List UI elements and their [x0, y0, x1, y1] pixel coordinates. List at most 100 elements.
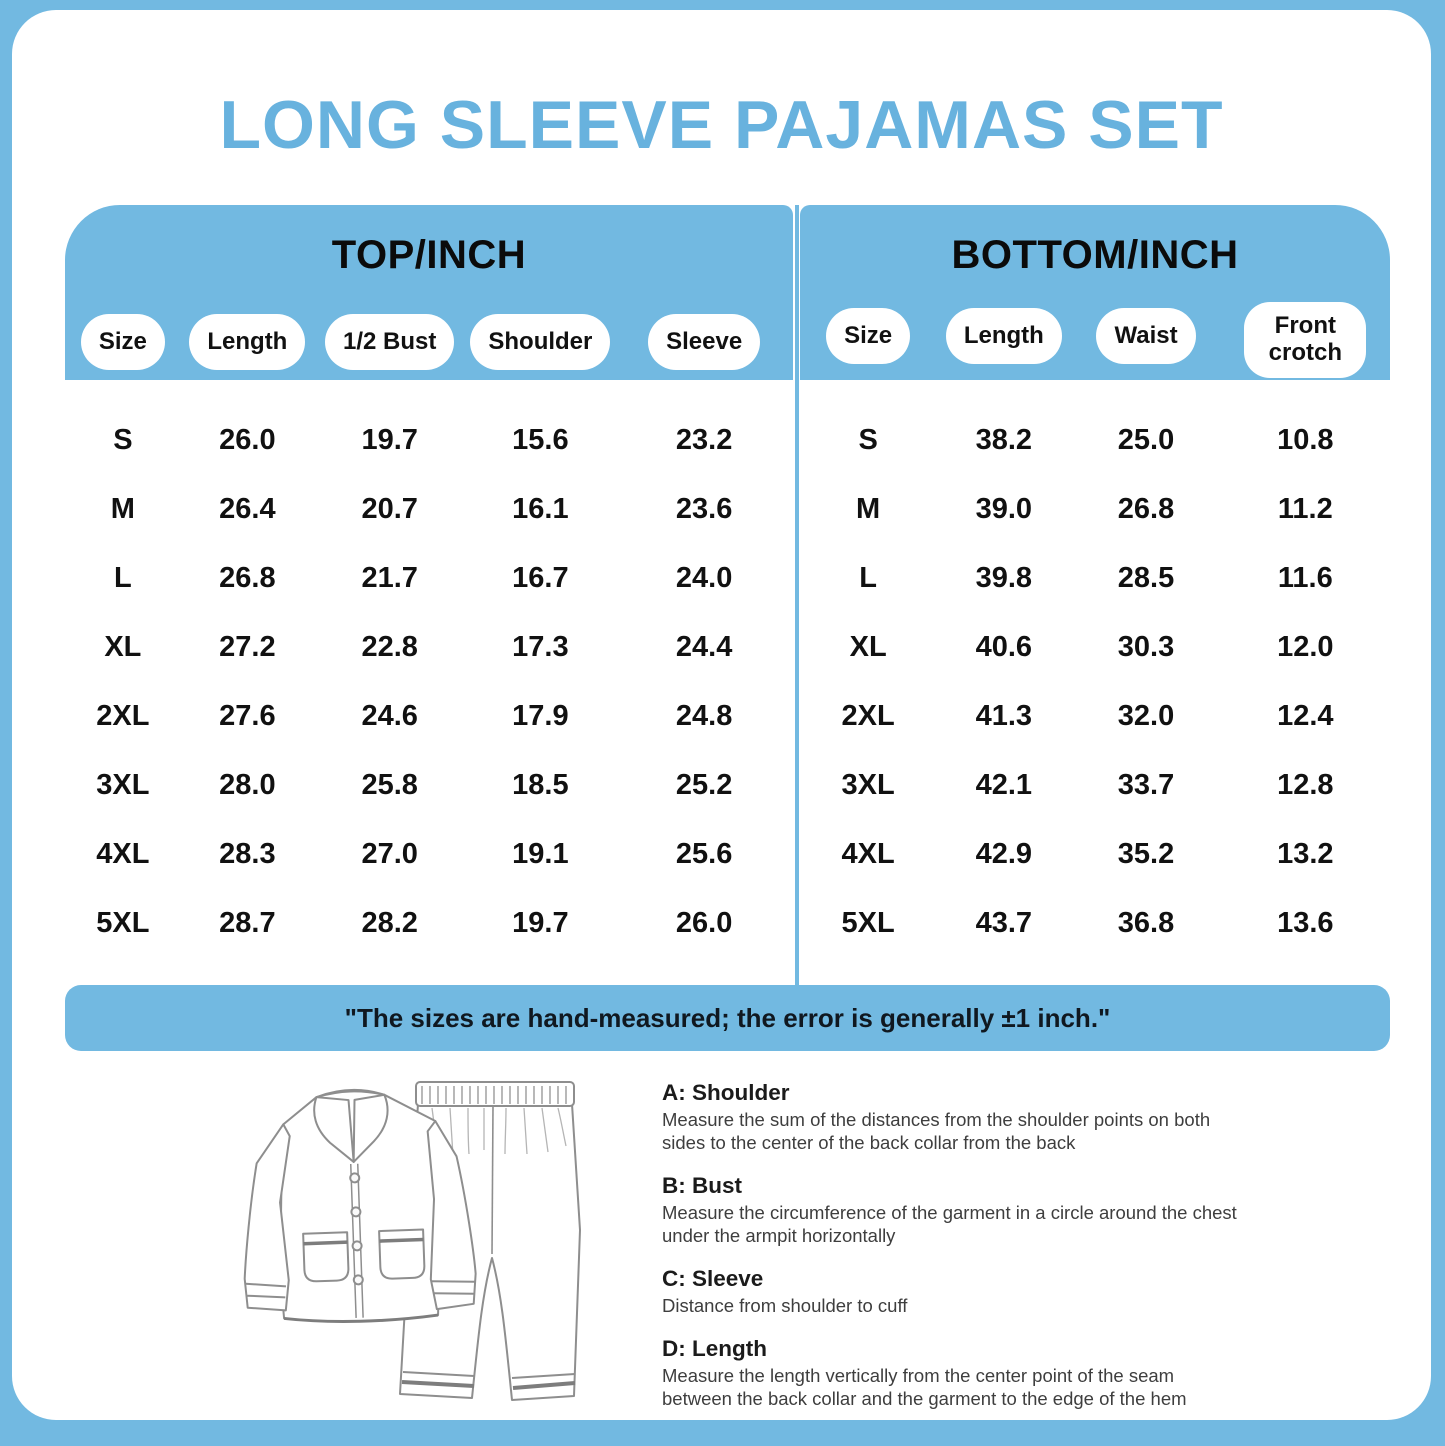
- measurement-value: 27.2: [219, 631, 276, 663]
- column-pill-shoulder: Shoulder: [470, 314, 611, 370]
- measurement-value: 21.7: [361, 562, 418, 594]
- guide-heading: A: Shoulder: [662, 1080, 790, 1105]
- column-pill-length: Length: [945, 308, 1062, 364]
- size-label: L: [859, 562, 877, 594]
- column-pill-length: Length: [189, 314, 306, 370]
- size-chart-canvas: LONG SLEEVE PAJAMAS SET TOP/INCH Size Le…: [12, 10, 1431, 1420]
- measurement-value: 25.2: [675, 769, 733, 801]
- size-label: S: [858, 424, 878, 456]
- measurement-value: 18.5: [512, 769, 569, 801]
- measurement-value: 28.2: [361, 907, 418, 939]
- size-label: M: [856, 493, 881, 525]
- column-pill-waist: Waist: [1096, 308, 1196, 364]
- measurement-value: 39.0: [975, 493, 1033, 525]
- measurement-value: 38.2: [975, 424, 1033, 456]
- measurement-value: 43.7: [975, 907, 1033, 939]
- measurement-value: 17.3: [512, 631, 569, 663]
- table-row: XL 27.2 22.8 17.3 24.4: [65, 613, 793, 682]
- measurement-value: 33.7: [1117, 769, 1175, 801]
- size-label: S: [113, 424, 133, 456]
- table-row: S 38.2 25.0 10.8: [800, 406, 1390, 475]
- page-title: LONG SLEEVE PAJAMAS SET: [219, 87, 1224, 163]
- size-label: 3XL: [96, 769, 150, 801]
- size-label: 5XL: [96, 907, 150, 939]
- guide-item-shoulder: A: Shoulder Measure the sum of the dista…: [662, 1080, 1237, 1155]
- bottom-table-header: BOTTOM/INCH Size Length Waist Front crot…: [800, 205, 1390, 380]
- guide-heading: C: Sleeve: [662, 1265, 764, 1291]
- measurement-value: 26.8: [1117, 493, 1175, 525]
- table-row: L 26.8 21.7 16.7 24.0: [65, 544, 793, 613]
- measurement-value: 32.0: [1117, 700, 1175, 732]
- measurement-value: 15.6: [512, 424, 569, 456]
- table-row: XL 40.6 30.3 12.0: [800, 613, 1390, 682]
- measurement-value: 19.7: [512, 907, 569, 939]
- table-row: M 39.0 26.8 11.2: [800, 475, 1390, 544]
- measurement-value: 40.6: [975, 631, 1033, 663]
- guide-item-bust: B: Bust Measure the circumference of the…: [662, 1173, 1237, 1248]
- measurement-value: 17.9: [512, 700, 569, 732]
- measurement-value: 42.9: [975, 838, 1033, 870]
- measurement-value: 30.3: [1117, 631, 1175, 663]
- table-row: M 26.4 20.7 16.1 23.6: [65, 475, 793, 544]
- measurement-value: 11.2: [1277, 493, 1333, 525]
- measurement-value: 13.6: [1277, 907, 1334, 939]
- table-row: 2XL 27.6 24.6 17.9 24.8: [65, 682, 793, 751]
- measurement-value: 22.8: [361, 631, 418, 663]
- measurement-value: 16.7: [512, 562, 569, 594]
- measurement-value: 26.4: [219, 493, 276, 525]
- measurement-value: 13.2: [1277, 838, 1334, 870]
- note-banner: "The sizes are hand-measured; the error …: [65, 985, 1390, 1051]
- measurement-value: 12.0: [1277, 631, 1334, 663]
- size-label: 5XL: [841, 907, 895, 939]
- column-pill-front-crotch: Front crotch: [1244, 302, 1367, 378]
- measurement-value: 26.8: [219, 562, 276, 594]
- measurement-value: 26.0: [675, 907, 733, 939]
- table-row: 5XL 43.7 36.8 13.6: [800, 889, 1390, 958]
- measurement-value: 19.7: [361, 424, 418, 456]
- size-label: 4XL: [841, 838, 895, 870]
- measurement-value: 16.1: [512, 493, 569, 525]
- measurement-value: 28.5: [1117, 562, 1175, 594]
- bottom-table-title: BOTTOM/INCH: [951, 233, 1239, 277]
- column-pill-size: Size: [80, 314, 165, 370]
- measurement-value: 36.8: [1117, 907, 1175, 939]
- measurement-value: 25.6: [675, 838, 733, 870]
- column-pill-sleeve: Sleeve: [648, 314, 761, 370]
- column-pill-size: Size: [826, 308, 911, 364]
- measurement-value: 28.0: [219, 769, 276, 801]
- top-table-body: S 26.0 19.7 15.6 23.2 M 26.4 20.7 16.1 23.6 L 26.8 2…: [65, 380, 793, 958]
- table-row: 3XL 42.1 33.7 12.8: [800, 751, 1390, 820]
- measurement-value: 10.8: [1277, 424, 1334, 456]
- measurement-value: 41.3: [975, 700, 1033, 732]
- table-row: L 39.8 28.5 11.6: [800, 544, 1390, 613]
- top-table-header: TOP/INCH Size Length 1/2 Bust Shoulder S…: [65, 205, 793, 380]
- measurement-value: 35.2: [1117, 838, 1175, 870]
- measurement-value: 24.6: [361, 700, 418, 732]
- guide-body: Distance from shoulder to cuff: [662, 1294, 908, 1316]
- measurement-value: 28.7: [219, 907, 276, 939]
- size-label: 4XL: [96, 838, 150, 870]
- measurement-guide: A: Shoulder Measure the sum of the dista…: [662, 1080, 1237, 1429]
- measurement-value: 24.4: [675, 631, 733, 663]
- column-pill-half-bust: 1/2 Bust: [324, 314, 455, 370]
- guide-item-sleeve: C: Sleeve Distance from shoulder to cuff: [662, 1266, 1237, 1318]
- pajama-top-drawing: [243, 1088, 477, 1323]
- measurement-value: 39.8: [975, 562, 1033, 594]
- table-row: S 26.0 19.7 15.6 23.2: [65, 406, 793, 475]
- size-label: XL: [104, 631, 142, 663]
- note-text: "The sizes are hand-measured; the error …: [344, 1002, 1111, 1033]
- measurement-value: 11.6: [1277, 562, 1333, 594]
- measurement-value: 24.0: [675, 562, 733, 594]
- guide-body: Measure the circumference of the garment…: [662, 1201, 1237, 1246]
- measurement-value: 26.0: [219, 424, 276, 456]
- pajama-illustration: [243, 1081, 581, 1401]
- measurement-value: 12.4: [1277, 700, 1334, 732]
- table-row: 3XL 28.0 25.8 18.5 25.2: [65, 751, 793, 820]
- top-table-title: TOP/INCH: [331, 233, 527, 277]
- measurement-value: 23.6: [675, 493, 733, 525]
- measurement-value: 27.6: [219, 700, 276, 732]
- guide-item-length: D: Length Measure the length vertically …: [662, 1336, 1237, 1411]
- guide-body: Measure the length vertically from the c…: [662, 1364, 1187, 1409]
- measurement-value: 23.2: [675, 424, 733, 456]
